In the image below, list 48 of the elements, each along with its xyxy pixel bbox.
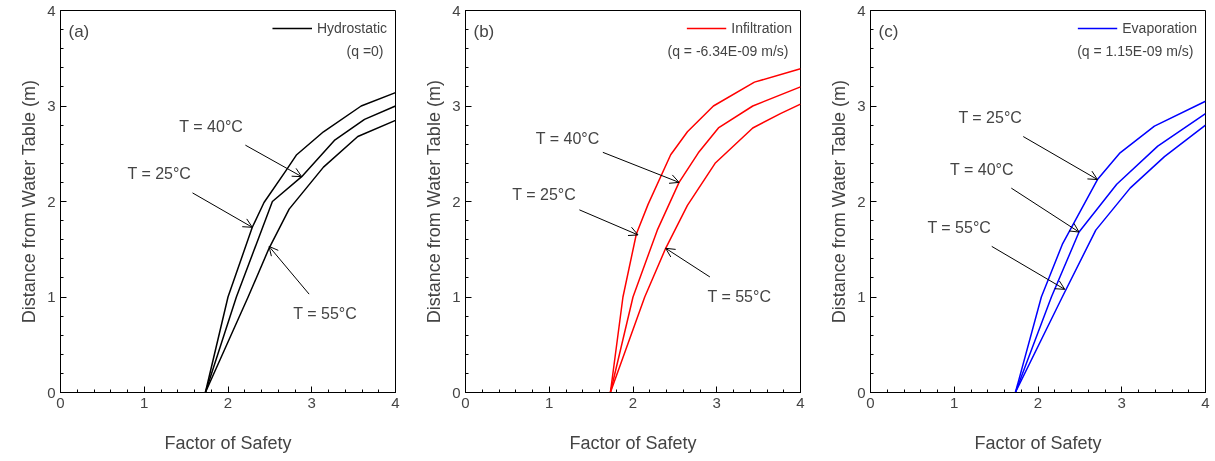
x-axis-title: Factor of Safety [974,432,1102,453]
y-tick-label: 3 [452,97,461,114]
annotation: T = 40°C [950,160,1014,178]
y-axis-title: Distance from Water Table (m) [19,80,40,324]
annotation: (q = -6.34E-09 m/s) [667,42,789,59]
annotation: T = 25°C [958,108,1022,126]
y-axis-title: Distance from Water Table (m) [424,80,445,324]
y-tick-label: 3 [857,97,866,114]
annotation: T = 40°C [535,129,600,147]
annotation: (a) [68,21,90,41]
y-tick-label: 1 [47,288,56,305]
x-tick-label: 1 [140,393,149,411]
y-tick-label: 1 [452,288,461,305]
x-tick-label: 1 [950,393,959,411]
annotation: (q =0) [346,42,384,59]
x-tick-label: 2 [628,393,638,411]
y-tick-label: 1 [857,288,866,305]
y-tick-label: 2 [452,192,461,210]
x-axis-title: Factor of Safety [569,432,697,453]
legend-label: Hydrostatic [316,20,387,36]
annotation: T = 25°C [512,186,576,204]
y-tick-label: 2 [857,192,866,210]
x-tick-label: 2 [223,393,233,411]
x-tick-label: 3 [712,393,721,411]
annotation: T = 55°C [927,218,991,236]
x-tick-label: 3 [1117,393,1126,411]
legend-label: Infiltration [731,20,792,36]
x-tick-label: 4 [391,393,400,411]
annotation: T = 55°C [293,304,357,322]
x-tick-label: 3 [307,393,316,411]
x-tick-label: 1 [545,393,554,411]
y-tick-label: 3 [47,97,56,114]
y-tick-label: 4 [452,1,461,19]
y-tick-label: 4 [857,1,866,19]
y-axis-title: Distance from Water Table (m) [829,80,850,324]
x-tick-label: 4 [1201,393,1210,411]
legend-label: Evaporation [1122,20,1197,36]
x-tick-label: 2 [1033,393,1043,411]
annotation: (q = 1.15E-09 m/s) [1077,42,1194,59]
x-axis-title: Factor of Safety [164,432,292,453]
y-tick-label: 4 [47,1,56,19]
y-tick-label: 2 [47,192,56,210]
annotation: (c) [878,21,899,41]
annotation: T = 55°C [707,287,771,305]
annotation: T = 40°C [179,117,243,135]
annotation: T = 25°C [127,165,191,183]
annotation: (b) [473,21,495,41]
x-tick-label: 4 [796,393,805,411]
